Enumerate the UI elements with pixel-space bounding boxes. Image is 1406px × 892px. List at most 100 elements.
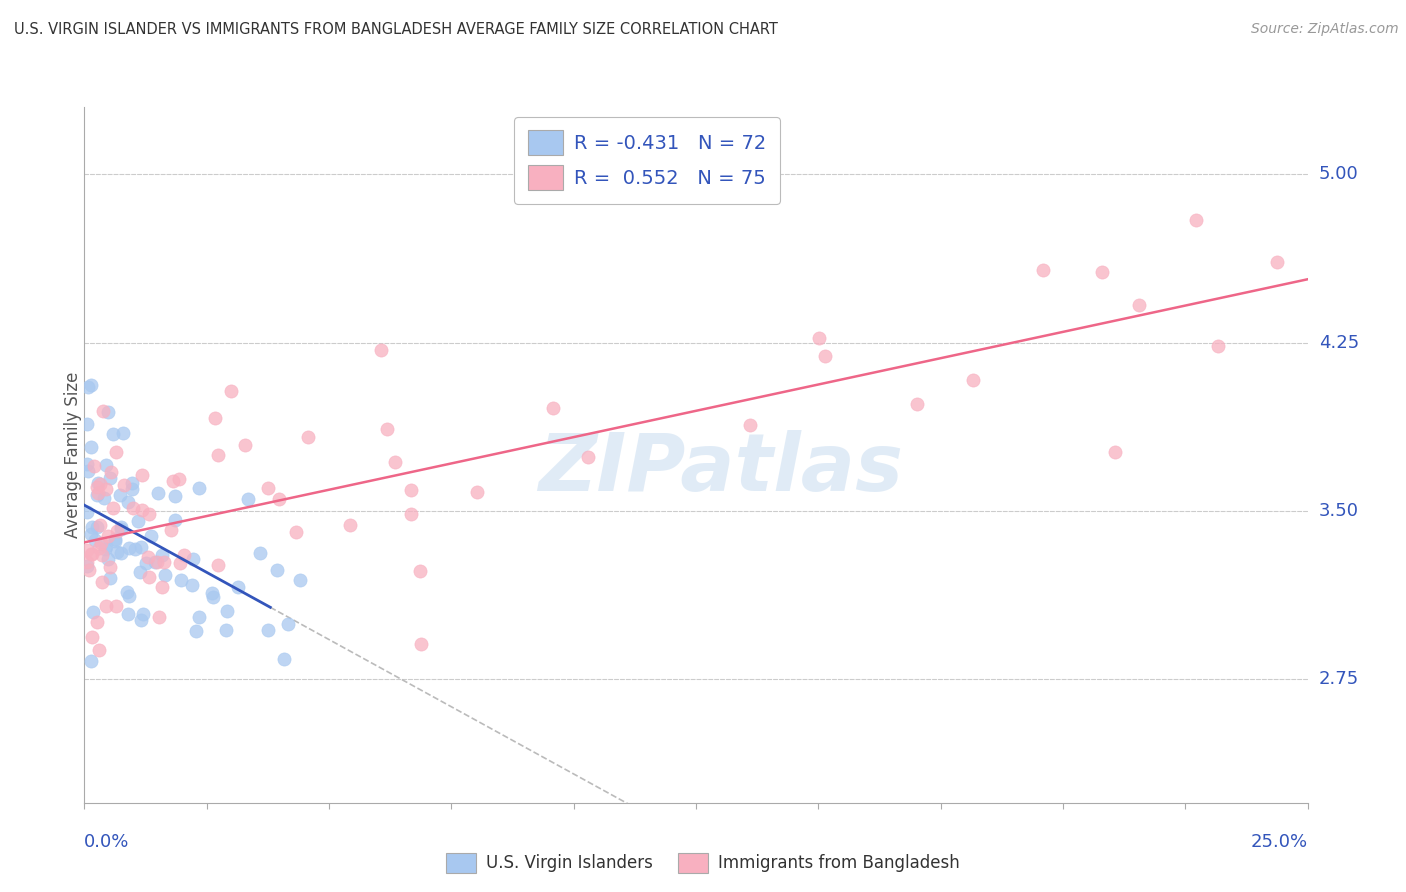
Point xyxy=(236,491,259,506)
Point xyxy=(233,438,256,452)
Point xyxy=(401,483,423,497)
Point xyxy=(108,488,131,502)
Point xyxy=(100,465,122,479)
Point xyxy=(129,613,152,627)
Point xyxy=(267,491,290,506)
Point xyxy=(76,417,98,432)
Point xyxy=(384,455,406,469)
Point xyxy=(135,556,157,570)
Point xyxy=(146,555,169,569)
Point xyxy=(87,643,110,657)
Point xyxy=(143,555,166,569)
Point xyxy=(576,450,599,464)
Point xyxy=(187,610,209,624)
Point xyxy=(115,585,138,599)
Point xyxy=(83,533,105,548)
Point xyxy=(277,617,299,632)
Point xyxy=(1104,445,1126,459)
Point xyxy=(76,505,98,519)
Point xyxy=(207,448,229,462)
Point xyxy=(94,458,117,472)
Point xyxy=(110,520,132,534)
Point xyxy=(131,503,153,517)
Point xyxy=(86,519,108,533)
Point xyxy=(249,546,271,560)
Point xyxy=(187,481,209,495)
Point xyxy=(1091,265,1114,279)
Point xyxy=(80,526,103,541)
Point xyxy=(91,403,114,417)
Point xyxy=(153,567,176,582)
Point xyxy=(121,482,143,496)
Point xyxy=(738,417,761,432)
Text: 2.75: 2.75 xyxy=(1319,671,1360,689)
Point xyxy=(86,485,108,500)
Point xyxy=(129,541,152,555)
Text: ZIPatlas: ZIPatlas xyxy=(538,430,903,508)
Point xyxy=(180,578,202,592)
Point xyxy=(94,599,117,613)
Point xyxy=(87,541,110,555)
Point xyxy=(76,555,98,569)
Point xyxy=(104,533,127,548)
Text: Source: ZipAtlas.com: Source: ZipAtlas.com xyxy=(1251,22,1399,37)
Point xyxy=(121,476,143,491)
Point xyxy=(401,508,423,522)
Point xyxy=(257,623,280,637)
Point xyxy=(89,477,111,491)
Point xyxy=(118,541,141,556)
Text: 25.0%: 25.0% xyxy=(1250,833,1308,851)
Point xyxy=(80,547,103,561)
Point xyxy=(93,491,115,505)
Point xyxy=(104,599,127,614)
Point xyxy=(86,480,108,494)
Point xyxy=(1032,263,1054,277)
Point xyxy=(169,556,191,570)
Point xyxy=(543,401,565,416)
Point xyxy=(132,607,155,622)
Text: U.S. VIRGIN ISLANDER VS IMMIGRANTS FROM BANGLADESH AVERAGE FAMILY SIZE CORRELATI: U.S. VIRGIN ISLANDER VS IMMIGRANTS FROM … xyxy=(14,22,778,37)
Point xyxy=(1185,213,1208,227)
Point xyxy=(80,630,103,644)
Point xyxy=(104,532,127,546)
Point xyxy=(79,654,101,668)
Point xyxy=(1265,254,1288,268)
Point xyxy=(101,501,124,516)
Point xyxy=(90,536,112,550)
Point xyxy=(110,545,132,559)
Point xyxy=(181,551,204,566)
Point xyxy=(139,529,162,543)
Point xyxy=(76,558,98,573)
Point xyxy=(105,544,128,558)
Point xyxy=(138,508,160,522)
Point xyxy=(131,467,153,482)
Point xyxy=(339,518,361,533)
Point xyxy=(76,380,98,394)
Point xyxy=(128,565,150,579)
Point xyxy=(169,574,191,588)
Point xyxy=(97,405,120,419)
Point xyxy=(370,343,392,358)
Point xyxy=(121,501,143,516)
Point xyxy=(94,539,117,553)
Point xyxy=(80,440,103,454)
Point xyxy=(226,580,249,594)
Point xyxy=(807,331,830,345)
Point xyxy=(105,524,128,538)
Point xyxy=(114,478,136,492)
Point xyxy=(163,513,186,527)
Point xyxy=(219,384,242,398)
Point xyxy=(110,522,132,536)
Point xyxy=(98,471,121,485)
Point xyxy=(184,624,207,639)
Point xyxy=(117,607,139,622)
Point xyxy=(409,637,432,651)
Point xyxy=(86,488,108,502)
Point xyxy=(86,615,108,630)
Point xyxy=(167,472,190,486)
Point xyxy=(1128,298,1150,312)
Point xyxy=(94,541,117,556)
Point xyxy=(375,422,398,436)
Text: 4.25: 4.25 xyxy=(1319,334,1360,351)
Point xyxy=(146,486,169,500)
